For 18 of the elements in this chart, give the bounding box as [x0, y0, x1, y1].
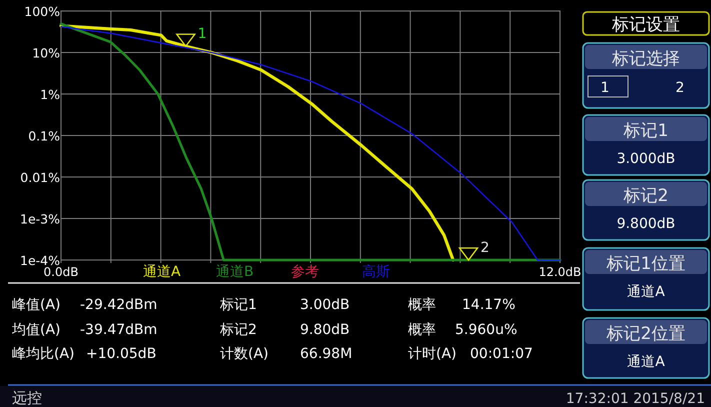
text: 高斯: [362, 264, 390, 280]
y-tick-label: 1e-3%: [20, 212, 60, 226]
y-tick-label: 10%: [32, 46, 60, 60]
readout: 峰值(A) -29.42dBm 标记1 3.00dB 概率 14.17% 均值(A) -39.47dBm 标记2 9.80dB 概率 5.960u% 峰均比(A) +10.05dB 计数(A) 66.98M 计时(A) 00:01:07: [12, 297, 533, 362]
y-tick-label: 0.1%: [28, 128, 60, 144]
annotation: 1: [198, 26, 207, 42]
text: 通道A: [143, 264, 181, 280]
status-bar: 远控 17:32:01 2015/8/21: [0, 384, 711, 407]
x-tick-label: 12.0dB: [538, 265, 582, 279]
y-tick-label: 1e-4%: [20, 253, 60, 268]
series-label: 通道B: [216, 264, 254, 280]
y-tick-label: 100%: [24, 4, 60, 19]
y-tick-label: 0.01%: [20, 170, 60, 185]
x-tick-label: 0.0dB: [44, 265, 78, 279]
annotation: 2: [480, 240, 490, 256]
side-panel: 标记设置 标记选择 1 2 标记1 3.000dB 标记2 9.800dB 标记1位置 通道A 标记2位置 通道A: [582, 11, 710, 379]
y-tick-label: 1%: [40, 87, 60, 102]
line-series: [59, 24, 455, 262]
